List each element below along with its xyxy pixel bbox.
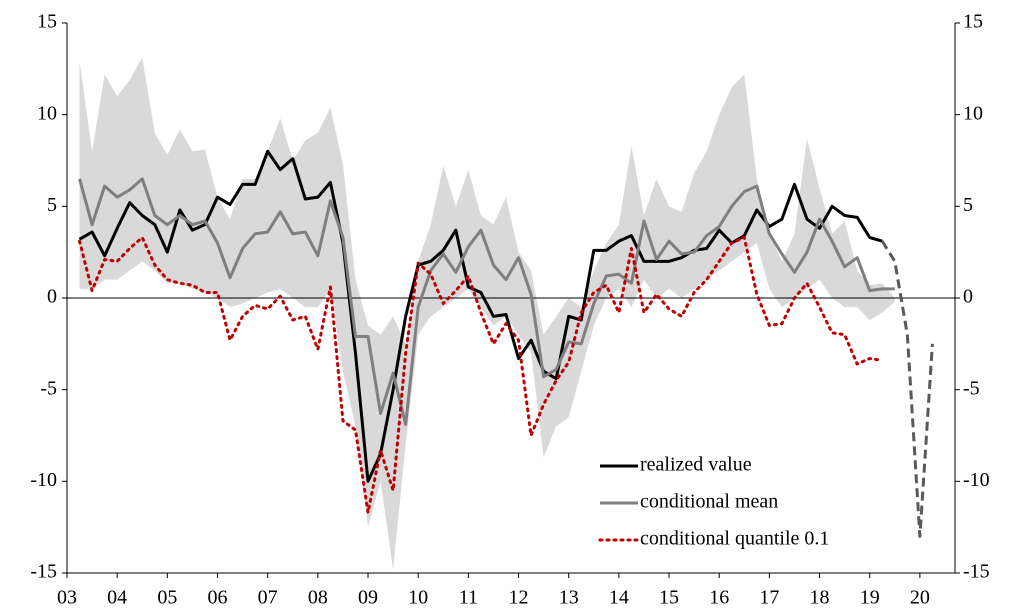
- y-tick-label: 15: [37, 11, 57, 33]
- x-tick-label: 08: [308, 587, 328, 609]
- y2-tick-label: 15: [963, 11, 983, 33]
- x-tick-label: 10: [408, 587, 428, 609]
- y2-tick-label: 5: [963, 194, 973, 216]
- y-tick-label: 0: [47, 286, 57, 308]
- x-tick-label: 06: [208, 587, 228, 609]
- x-tick-label: 17: [759, 587, 779, 609]
- y-tick-label: -5: [40, 377, 57, 399]
- y2-tick-label: 0: [963, 286, 973, 308]
- y-tick-label: -15: [30, 561, 57, 583]
- x-tick-label: 04: [107, 587, 127, 609]
- y-tick-label: 5: [47, 194, 57, 216]
- x-tick-label: 13: [559, 587, 579, 609]
- x-tick-label: 11: [459, 587, 478, 609]
- x-tick-label: 07: [258, 587, 278, 609]
- legend-label: conditional quantile 0.1: [640, 528, 829, 550]
- series-line: [78, 177, 895, 426]
- x-tick-label: 16: [709, 587, 729, 609]
- y-tick-label: 10: [37, 102, 57, 124]
- series-line: [880, 240, 934, 538]
- x-tick-label: 18: [810, 587, 830, 609]
- y2-tick-label: 10: [963, 102, 983, 124]
- series-line: [78, 149, 883, 483]
- y2-tick-label: -5: [963, 377, 980, 399]
- x-tick-label: 12: [509, 587, 529, 609]
- quantile-band: [79, 57, 895, 570]
- y-tick-label: -10: [30, 469, 57, 491]
- x-tick-label: 20: [910, 587, 930, 609]
- y2-tick-label: -10: [963, 469, 990, 491]
- y2-tick-label: -15: [963, 561, 990, 583]
- legend-label: realized value: [640, 454, 752, 476]
- x-tick-label: 05: [157, 587, 177, 609]
- x-tick-label: 14: [609, 587, 629, 609]
- legend-label: conditional mean: [640, 491, 778, 513]
- x-tick-label: 19: [860, 587, 880, 609]
- x-tick-label: 15: [659, 587, 679, 609]
- x-tick-label: 09: [358, 587, 378, 609]
- x-tick-label: 03: [57, 587, 77, 609]
- series-line: [78, 236, 884, 514]
